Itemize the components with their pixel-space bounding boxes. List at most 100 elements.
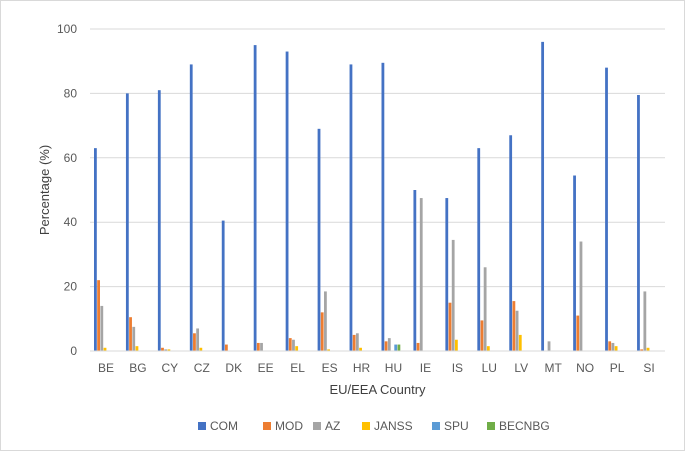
bar-az-mt bbox=[547, 341, 551, 351]
bar-com-hu bbox=[381, 62, 385, 352]
legend-swatch bbox=[362, 422, 370, 430]
bar-mod-be bbox=[97, 280, 100, 351]
bar-mod-lu bbox=[480, 320, 484, 351]
x-tick-label: ES bbox=[322, 361, 338, 375]
bar-mod-lv bbox=[512, 301, 516, 351]
bar-janss-pl bbox=[614, 346, 618, 351]
x-tick-label: PL bbox=[610, 361, 625, 375]
x-tick-label: BE bbox=[98, 361, 114, 375]
bar-janss-hr bbox=[359, 347, 362, 351]
bar-az-hr bbox=[355, 333, 359, 351]
bar-az-is bbox=[451, 239, 455, 351]
gridlines bbox=[90, 28, 665, 288]
legend-swatch bbox=[198, 422, 206, 430]
legend-item-az: AZ bbox=[313, 419, 340, 433]
bars bbox=[94, 41, 650, 352]
bar-mod-bg bbox=[129, 317, 132, 351]
x-tick-label: SI bbox=[643, 361, 654, 375]
bar-mod-es bbox=[320, 312, 324, 351]
bar-mod-ee bbox=[256, 342, 260, 351]
bar-janss-cy bbox=[167, 349, 171, 351]
bar-az-hu bbox=[387, 338, 391, 351]
x-tick-label: DK bbox=[225, 361, 242, 375]
bar-com-lu bbox=[477, 148, 481, 351]
bar-com-be bbox=[94, 148, 97, 351]
legend: COM MOD AZ JANSS SPU BECNBG bbox=[198, 419, 550, 433]
bar-com-ie bbox=[413, 190, 417, 351]
bar-janss-lu bbox=[486, 346, 490, 351]
legend-swatch bbox=[432, 422, 440, 430]
bar-az-bg bbox=[132, 326, 136, 351]
legend-swatch bbox=[487, 422, 495, 430]
bar-az-lu bbox=[483, 267, 487, 351]
x-tick-label: EE bbox=[258, 361, 274, 375]
legend-label: SPU bbox=[444, 419, 469, 433]
x-tick-label: IS bbox=[452, 361, 463, 375]
x-tick-label: LV bbox=[514, 361, 528, 375]
x-axis-title: EU/EEA Country bbox=[329, 382, 426, 397]
x-tick-label: IE bbox=[420, 361, 431, 375]
bar-com-dk bbox=[221, 220, 225, 351]
bar-az-lv bbox=[515, 310, 519, 351]
bar-com-cz bbox=[189, 64, 193, 352]
bar-az-el bbox=[292, 339, 295, 351]
y-tick-labels: 0 20 40 60 80 100 bbox=[57, 22, 77, 358]
legend-label: AZ bbox=[325, 419, 340, 433]
legend-item-com: COM bbox=[198, 419, 238, 433]
bar-mod-hr bbox=[352, 334, 356, 351]
bar-com-si bbox=[637, 95, 640, 351]
bar-mod-ie bbox=[416, 342, 420, 351]
x-tick-label: HR bbox=[353, 361, 371, 375]
legend-item-janss: JANSS bbox=[362, 419, 413, 433]
legend-label: BECNBG bbox=[499, 419, 550, 433]
bar-janss-lv bbox=[518, 334, 522, 351]
y-tick-label: 40 bbox=[64, 215, 78, 229]
legend-swatch bbox=[263, 422, 271, 430]
bar-mod-no bbox=[576, 315, 580, 351]
y-tick-label: 60 bbox=[64, 151, 78, 165]
x-tick-label: MT bbox=[545, 361, 563, 375]
bar-mod-cy bbox=[161, 347, 164, 351]
y-tick-label: 20 bbox=[64, 280, 78, 294]
bar-az-es bbox=[324, 291, 327, 351]
legend-label: JANSS bbox=[374, 419, 413, 433]
bar-mod-dk bbox=[224, 344, 228, 351]
y-tick-label: 100 bbox=[57, 22, 77, 36]
bar-mod-si bbox=[640, 349, 644, 351]
bar-com-hr bbox=[349, 64, 353, 352]
bar-az-no bbox=[579, 241, 583, 351]
bar-janss-el bbox=[295, 346, 299, 351]
bar-com-bg bbox=[125, 93, 129, 352]
bar-janss-cz bbox=[199, 347, 203, 351]
bar-mod-is bbox=[448, 302, 452, 351]
x-tick-label: BG bbox=[129, 361, 146, 375]
bar-com-el bbox=[285, 51, 289, 351]
bar-mod-cz bbox=[193, 333, 196, 351]
bar-mod-pl bbox=[608, 341, 612, 351]
bar-az-cy bbox=[164, 349, 168, 351]
x-tick-label: NO bbox=[576, 361, 594, 375]
bar-com-cy bbox=[157, 90, 161, 352]
bar-az-be bbox=[100, 305, 104, 351]
legend-label: MOD bbox=[275, 419, 303, 433]
x-tick-label: EL bbox=[290, 361, 305, 375]
legend-item-spu: SPU bbox=[432, 419, 469, 433]
bar-janss-si bbox=[646, 347, 650, 351]
bar-janss-be bbox=[103, 347, 107, 351]
legend-item-mod: MOD bbox=[263, 419, 303, 433]
bar-com-is bbox=[445, 198, 449, 351]
x-tick-label: CZ bbox=[194, 361, 210, 375]
bar-az-pl bbox=[611, 342, 615, 351]
x-tick-label: HU bbox=[385, 361, 402, 375]
bar-az-cz bbox=[196, 328, 200, 351]
y-tick-label: 0 bbox=[70, 344, 77, 358]
bar-com-lv bbox=[509, 135, 513, 351]
bar-mod-hu bbox=[384, 341, 388, 351]
x-tick-label: CY bbox=[162, 361, 179, 375]
y-tick-label: 80 bbox=[64, 86, 78, 100]
bar-spu-hu bbox=[394, 344, 398, 351]
legend-label: COM bbox=[210, 419, 238, 433]
bar-janss-es bbox=[327, 349, 331, 351]
bar-com-ee bbox=[253, 45, 257, 351]
